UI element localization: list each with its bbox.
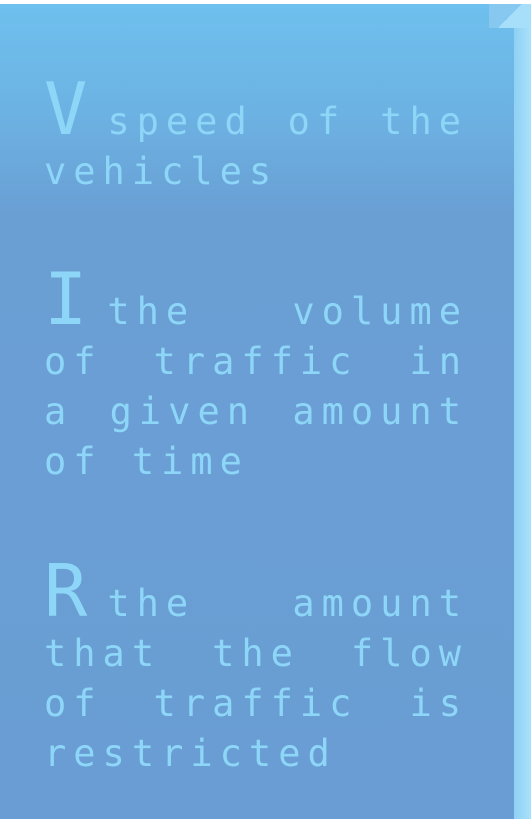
entry-definition-i: the volume of traffic in a given amount …	[44, 290, 468, 483]
entry-letter-r: R	[44, 549, 88, 633]
entry-letter-i: I	[44, 257, 88, 341]
card-corner-bevel	[489, 4, 531, 28]
entry-letter-v: V	[44, 67, 88, 151]
entry-definition-r: the amount that the flow of traffic is r…	[44, 582, 468, 775]
card-side-edge	[514, 28, 531, 819]
card-top-edge	[0, 0, 492, 4]
entry-definition-v: speed of the vehicles	[44, 100, 468, 193]
card-face	[0, 4, 514, 819]
